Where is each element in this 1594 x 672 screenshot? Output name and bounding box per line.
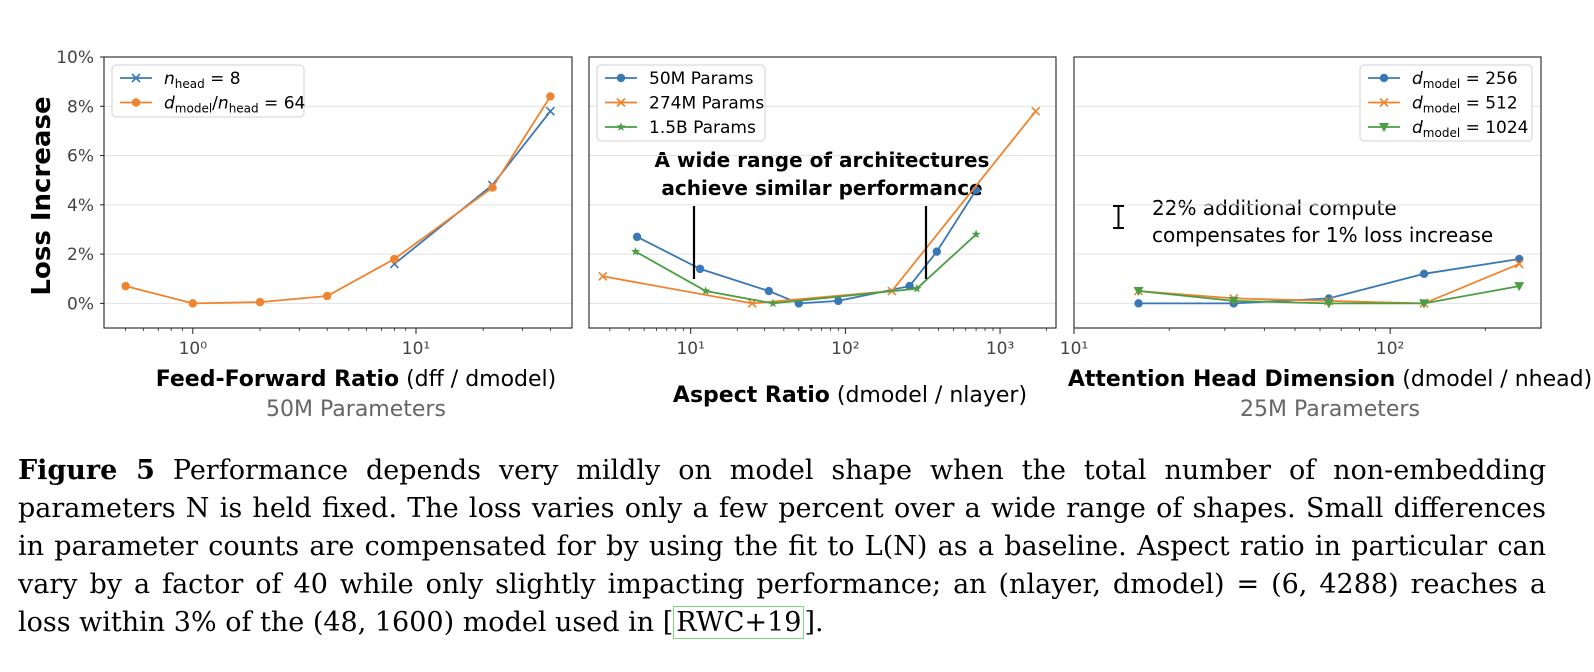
legend-label: 50M Params: [649, 69, 754, 89]
legend-marker: [1379, 123, 1389, 132]
x-axis-label-0: Feed-Forward Ratio (dff / dmodel): [156, 367, 557, 392]
data-point: [546, 92, 555, 101]
series-line-1: [636, 189, 977, 305]
caption-end: .: [814, 607, 824, 638]
x-tick-label: 10²: [1376, 339, 1404, 359]
legend-marker: [1379, 97, 1389, 108]
error-bar-icon: [1113, 205, 1124, 229]
data-point: [598, 271, 608, 281]
data-point: [905, 281, 914, 291]
legend-label: 274M Params: [649, 94, 764, 114]
data-point: [390, 254, 399, 264]
caption-label: Figure 5: [18, 455, 155, 486]
data-point: [764, 286, 774, 296]
data-point: [631, 246, 641, 256]
legend-marker: [131, 73, 141, 83]
series-line-2: [125, 95, 552, 305]
legend-label: 1.5B Params: [649, 118, 756, 138]
plot-frame: [1073, 56, 1542, 329]
y-tick-label: 10%: [56, 48, 94, 68]
legend-label: dmodel = 256: [1412, 69, 1518, 91]
data-point: [488, 183, 497, 192]
x-tick-label: 10¹: [676, 339, 704, 359]
data-point: [768, 298, 778, 308]
x-axis-label-1: Aspect Ratio (dmodel / nlayer): [673, 383, 1027, 408]
data-point: [1323, 299, 1334, 309]
x-tick-label: 10⁰: [179, 339, 208, 359]
annotation-line-2: compensates for 1% loss increase: [1152, 223, 1493, 247]
data-point: [255, 297, 265, 307]
figure-5-chart: Loss Increase Feed-Forward Ratio (dff / …: [27, 48, 1592, 422]
caption-text: Performance depends very mildly on model…: [18, 455, 1546, 638]
data-point: [188, 299, 198, 308]
x-axis-label-2: Attention Head Dimension (dmodel / nhead…: [1068, 367, 1592, 392]
legend-box: [596, 64, 766, 142]
data-point: [1228, 296, 1239, 306]
data-point: [545, 106, 555, 116]
annotation-line-1: 22% additional compute: [1152, 196, 1397, 220]
legend-marker: [131, 98, 141, 107]
data-point: [695, 264, 705, 274]
subtitle-0: 50M Parameters: [266, 397, 446, 422]
data-point: [1031, 106, 1041, 116]
y-tick-label: 6%: [67, 147, 94, 167]
data-point: [322, 291, 332, 301]
plot-frame: [588, 56, 1057, 329]
citation-link[interactable]: RWC+19: [673, 606, 805, 639]
legend-box: [111, 64, 305, 118]
figure-caption: Figure 5 Performance depends very mildly …: [18, 455, 1546, 639]
series-line-2: [602, 110, 1037, 305]
x-tick-label: 10³: [986, 339, 1014, 359]
y-tick-label: 4%: [67, 196, 94, 216]
y-tick-label: 8%: [67, 97, 94, 117]
data-point: [912, 283, 922, 293]
legend-marker: [616, 73, 626, 83]
data-point: [1514, 282, 1525, 292]
legend-label: dmodel = 1024: [1412, 118, 1529, 140]
x-tick-label: 10²: [831, 339, 859, 359]
data-point: [1133, 287, 1144, 297]
legend-label: dmodel = 512: [1412, 94, 1518, 116]
panel-aspect-ratio: Aspect Ratio (dmodel / nlayer) A wide ra…: [588, 56, 1057, 408]
annotation-line-1: A wide range of architectures: [655, 148, 990, 172]
y-axis-label: Loss Increase: [27, 96, 57, 295]
plot-frame: [103, 56, 573, 329]
legend: 50M Params 274M Params 1.5B Params: [596, 64, 766, 142]
legend-box: [1359, 64, 1533, 142]
panel-attention-head-dimension: Attention Head Dimension (dmodel / nhead…: [1060, 56, 1592, 422]
data-point: [632, 232, 642, 242]
legend-label: nhead = 8: [164, 69, 241, 91]
data-point: [1419, 299, 1430, 309]
subtitle-2: 25M Parameters: [1240, 397, 1420, 422]
data-point: [932, 247, 942, 256]
annotation-line-2: achieve similar performance: [661, 176, 982, 200]
data-point: [701, 286, 711, 295]
legend-marker: [616, 122, 626, 131]
data-point: [1419, 269, 1429, 278]
legend: nhead = 8 dmodel/nhead = 64: [111, 64, 305, 118]
panel-feed-forward-ratio: Loss Increase Feed-Forward Ratio (dff / …: [27, 48, 573, 422]
x-tick-label: 10¹: [402, 339, 430, 359]
legend-marker: [1379, 73, 1389, 83]
x-tick-label: 10¹: [1060, 339, 1088, 359]
legend-marker: [616, 97, 626, 108]
y-tick-label: 0%: [67, 294, 94, 314]
y-tick-label: 2%: [67, 245, 94, 265]
data-point: [1134, 299, 1143, 308]
data-point: [971, 229, 981, 239]
data-point: [121, 281, 130, 291]
data-point: [834, 296, 843, 306]
legend-label: dmodel/nhead = 64: [164, 94, 305, 116]
data-point: [1514, 259, 1524, 269]
